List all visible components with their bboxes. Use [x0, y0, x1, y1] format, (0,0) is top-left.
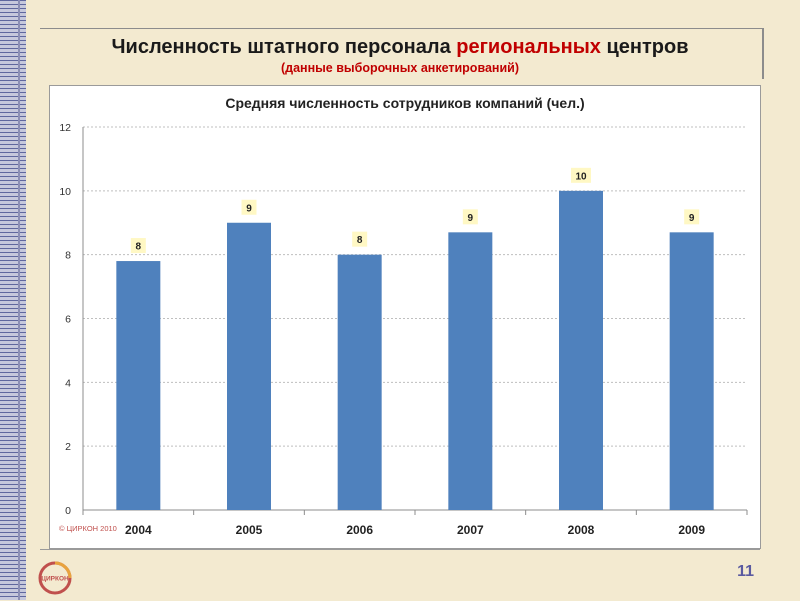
x-tick-label: 2006	[346, 523, 373, 537]
data-label: 9	[468, 213, 474, 224]
y-tick-label: 0	[65, 505, 71, 517]
bar	[669, 232, 714, 510]
bar	[337, 254, 382, 510]
data-label-bg	[571, 167, 591, 183]
data-label: 9	[689, 213, 695, 224]
title-part1: Численность штатного персонала	[111, 36, 457, 58]
bar	[559, 190, 603, 510]
logo-text: ЦИРКОН	[41, 576, 69, 583]
bar-chart: Средняя численность сотрудников компаний…	[59, 95, 748, 537]
data-label: 9	[246, 203, 252, 214]
bar	[448, 232, 493, 510]
data-label-bg	[352, 231, 368, 247]
x-tick-label: 2005	[236, 523, 263, 537]
y-tick-label: 10	[59, 186, 71, 198]
y-tick-label: 4	[65, 377, 71, 389]
page-number: 11	[737, 563, 754, 580]
x-tick-label: 2008	[568, 523, 595, 537]
data-label: 8	[357, 235, 363, 246]
title-accent: региональных	[456, 36, 601, 58]
x-tick-label: 2007	[457, 523, 484, 537]
data-label-bg	[462, 209, 478, 225]
logo-icon: ЦИРКОН	[38, 561, 72, 595]
footer-divider	[40, 549, 760, 550]
slide-subtitle: (данные выборочных анкетирований)	[280, 61, 519, 75]
data-label-bg	[684, 209, 700, 225]
decorative-left-strip	[0, 0, 26, 600]
data-label: 10	[575, 171, 587, 182]
company-logo: ЦИРКОН	[37, 560, 73, 596]
bar	[227, 222, 271, 510]
x-tick-label: 2004	[125, 523, 152, 537]
y-tick-label: 8	[65, 250, 71, 262]
title-part2: центров	[600, 36, 689, 58]
copyright-annotation: © ЦИРКОН 2010	[59, 524, 117, 533]
bar	[116, 261, 161, 510]
data-label-bg	[241, 199, 257, 215]
slide-title: Численность штатного персонала региональ…	[40, 36, 760, 59]
chart-container: Средняя численность сотрудников компаний…	[49, 85, 761, 549]
y-tick-label: 2	[65, 441, 71, 453]
header-frame	[40, 28, 764, 79]
data-label-bg	[130, 238, 146, 254]
x-tick-label: 2009	[678, 523, 705, 537]
data-label: 8	[136, 242, 142, 253]
y-tick-label: 12	[59, 122, 71, 134]
chart-title: Средняя численность сотрудников компаний…	[225, 95, 584, 111]
y-tick-label: 6	[65, 314, 71, 326]
